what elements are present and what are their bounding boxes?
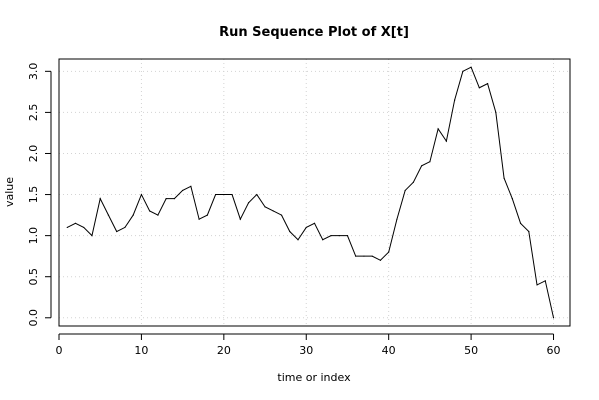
data-point (322, 239, 324, 241)
data-point (223, 193, 225, 196)
data-point (190, 185, 192, 187)
data-point (256, 193, 258, 196)
data-point (519, 222, 522, 224)
x-tick-label: 60 (547, 344, 561, 357)
series-line-group (66, 66, 555, 319)
x-tick-label: 10 (134, 344, 148, 357)
data-point (511, 198, 513, 200)
data-point (404, 189, 406, 192)
data-point (396, 218, 398, 220)
data-point (429, 161, 431, 163)
data-point (412, 181, 415, 183)
data-point (330, 235, 332, 237)
data-point (206, 214, 208, 216)
data-point (149, 210, 151, 212)
y-tick-label: 0.0 (27, 309, 40, 327)
data-point (313, 222, 316, 224)
data-point (528, 230, 530, 233)
data-point (379, 259, 382, 261)
data-point (454, 99, 456, 101)
x-tick-label: 40 (382, 344, 396, 357)
y-axis: 0.0 0.5 1.0 1.5 2.0 2.5 3.0 (27, 63, 52, 327)
data-point (280, 214, 283, 216)
grid-lines (58, 59, 570, 326)
y-tick-label: 2.5 (27, 104, 40, 122)
data-point (536, 284, 538, 286)
data-point (99, 198, 101, 200)
data-point (486, 83, 489, 85)
data-point (157, 214, 159, 216)
y-tick-label: 1.0 (27, 227, 40, 245)
data-point (173, 198, 175, 200)
data-point (503, 177, 505, 179)
data-point (247, 202, 250, 204)
x-tick-label: 50 (464, 344, 478, 357)
data-point (552, 317, 555, 319)
data-point (83, 226, 85, 229)
data-point (165, 198, 167, 200)
x-tick-label: 20 (217, 344, 231, 357)
data-point (198, 218, 200, 220)
data-point (371, 255, 373, 257)
data-point (182, 189, 184, 192)
data-point (239, 218, 241, 220)
data-point (124, 226, 126, 229)
data-point (140, 193, 143, 196)
data-point (264, 206, 266, 208)
x-axis-label: time or index (277, 371, 351, 384)
data-point (445, 140, 447, 142)
plot-frame (58, 58, 571, 327)
x-tick-label: 0 (56, 344, 63, 357)
data-point (116, 230, 118, 233)
data-point (214, 193, 217, 196)
data-point (478, 87, 480, 89)
data-point (272, 210, 274, 212)
data-point (231, 193, 233, 196)
data-point (91, 235, 93, 237)
data-point (305, 226, 307, 229)
y-axis-label: value (3, 177, 16, 207)
data-point (338, 235, 340, 237)
series-line (67, 66, 555, 318)
y-tick-label: 3.0 (27, 63, 40, 81)
data-point (66, 226, 68, 229)
y-tick-label: 0.5 (27, 268, 40, 286)
data-point (355, 255, 357, 257)
data-point (363, 255, 365, 257)
data-point (74, 222, 77, 224)
data-point (462, 70, 464, 72)
data-point (107, 214, 110, 216)
data-point (495, 111, 497, 113)
data-point (289, 230, 291, 233)
chart-title: Run Sequence Plot of X[t] (219, 25, 409, 40)
data-point (132, 214, 134, 216)
x-tick-label: 30 (299, 344, 313, 357)
y-tick-label: 2.0 (27, 145, 40, 163)
data-point (297, 239, 299, 241)
data-point (470, 66, 472, 68)
data-point (346, 235, 349, 237)
data-point (388, 251, 390, 253)
data-point (437, 128, 439, 130)
data-point (544, 280, 546, 282)
x-axis: 0 10 20 30 40 50 60 (56, 333, 561, 357)
data-point (421, 165, 423, 167)
y-tick-label: 1.5 (27, 186, 40, 204)
